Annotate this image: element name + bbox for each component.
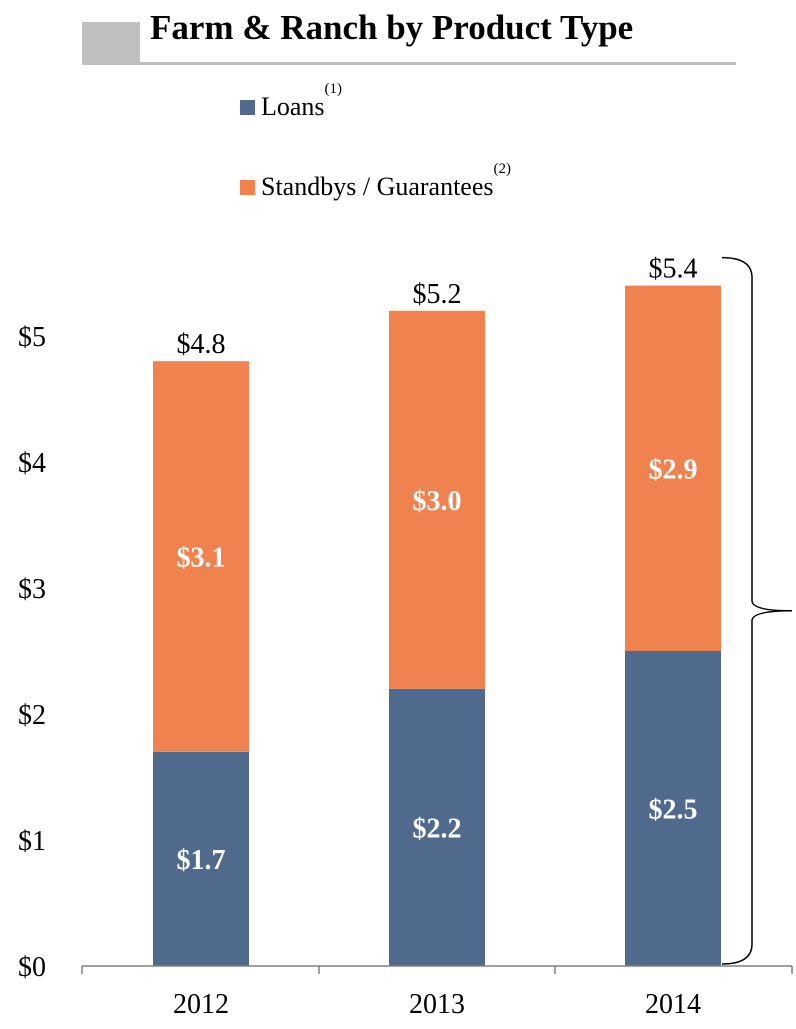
legend-label-standbys: Standbys / Guarantees (261, 172, 494, 201)
total-label: $4.8 (177, 329, 226, 360)
bracket-2014 (721, 256, 793, 965)
y-tick-label: $1 (18, 826, 46, 857)
y-tick-label: $2 (18, 700, 46, 731)
x-tick-label: 2012 (173, 989, 229, 1020)
legend-label-loans: Loans (261, 92, 325, 121)
y-tick-label: $5 (18, 322, 46, 353)
y-tick-label: $3 (18, 574, 46, 605)
legend-footnote-loans: (1) (324, 80, 343, 97)
x-tick-label: 2013 (409, 989, 465, 1020)
chart-title: Farm & Ranch by Product Type (150, 8, 634, 47)
data-label-standbys: $2.9 (649, 454, 698, 485)
data-label-loans: $2.2 (413, 813, 462, 844)
bar-segment-standbys (153, 361, 249, 752)
total-label: $5.2 (413, 279, 462, 310)
data-label-standbys: $3.1 (177, 543, 226, 574)
data-label-loans: $1.7 (177, 845, 226, 876)
x-tick-label: 2014 (645, 989, 701, 1020)
legend-swatch-standbys (240, 179, 255, 195)
bar-segment-loans (153, 751, 249, 966)
legend-item-loans: Loans (1) (240, 81, 342, 122)
legend-swatch-loans (240, 99, 255, 115)
bar-segment-standbys (625, 285, 721, 651)
bar-segment-standbys (389, 310, 485, 689)
data-label-standbys: $3.0 (413, 486, 462, 517)
legend-footnote-standbys: (2) (493, 160, 512, 177)
y-tick-label: $0 (18, 952, 46, 983)
bar-segment-loans (389, 688, 485, 966)
bar-segment-loans (625, 651, 721, 966)
legend-item-standbys: Standbys / Guarantees (2) (240, 161, 511, 202)
title-decoration-box (82, 22, 140, 62)
total-label: $5.4 (649, 254, 698, 285)
y-tick-label: $4 (18, 448, 46, 479)
title-underline (82, 62, 736, 65)
data-label-loans: $2.5 (649, 795, 698, 826)
